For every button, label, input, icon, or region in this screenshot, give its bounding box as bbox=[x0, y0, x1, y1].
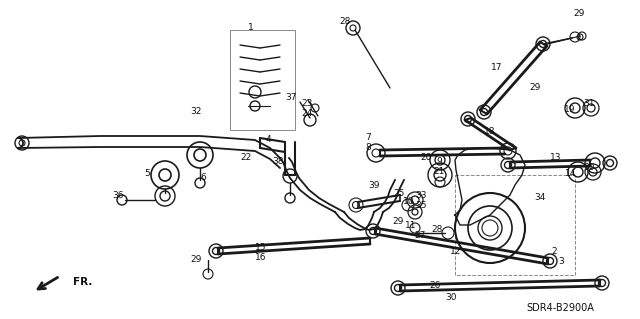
Text: 6: 6 bbox=[200, 174, 206, 182]
Text: 4: 4 bbox=[265, 136, 271, 145]
Text: 26: 26 bbox=[429, 281, 441, 291]
Text: SDR4-B2900A: SDR4-B2900A bbox=[526, 303, 594, 313]
Text: 28: 28 bbox=[431, 226, 443, 234]
Text: 5: 5 bbox=[144, 169, 150, 179]
Text: 29: 29 bbox=[529, 84, 541, 93]
Text: 30: 30 bbox=[445, 293, 457, 302]
Text: 9: 9 bbox=[436, 158, 442, 167]
Text: 3: 3 bbox=[558, 257, 564, 266]
Text: 24: 24 bbox=[301, 109, 312, 118]
Text: 13: 13 bbox=[550, 153, 562, 162]
Text: 25: 25 bbox=[394, 189, 404, 198]
Text: 36: 36 bbox=[112, 191, 124, 201]
Text: 2: 2 bbox=[551, 248, 557, 256]
Text: 18: 18 bbox=[484, 128, 496, 137]
Text: 10: 10 bbox=[403, 197, 415, 206]
Text: FR.: FR. bbox=[73, 277, 92, 287]
Text: 38: 38 bbox=[272, 158, 284, 167]
Text: 31: 31 bbox=[583, 100, 595, 108]
Text: 21: 21 bbox=[433, 167, 445, 176]
Text: 15: 15 bbox=[255, 243, 267, 253]
Text: 39: 39 bbox=[368, 182, 380, 190]
Text: 32: 32 bbox=[190, 108, 202, 116]
Bar bbox=[455, 175, 575, 275]
Text: 14: 14 bbox=[565, 169, 577, 179]
Text: 35: 35 bbox=[415, 202, 427, 211]
Text: 20: 20 bbox=[420, 153, 432, 162]
Text: 23: 23 bbox=[301, 100, 313, 108]
Text: 11: 11 bbox=[405, 221, 417, 231]
Text: 37: 37 bbox=[285, 93, 297, 102]
Text: 8: 8 bbox=[365, 144, 371, 152]
Text: 22: 22 bbox=[241, 153, 252, 162]
Text: 29: 29 bbox=[190, 256, 202, 264]
Text: 34: 34 bbox=[534, 194, 546, 203]
Bar bbox=[230, 30, 295, 130]
Text: 27: 27 bbox=[414, 232, 426, 241]
Text: 19: 19 bbox=[564, 106, 576, 115]
Text: 7: 7 bbox=[365, 133, 371, 143]
Text: 33: 33 bbox=[415, 191, 427, 201]
Text: 1: 1 bbox=[248, 24, 254, 33]
Text: 29: 29 bbox=[392, 218, 404, 226]
Text: 16: 16 bbox=[255, 254, 267, 263]
Text: 17: 17 bbox=[492, 63, 503, 72]
Text: 12: 12 bbox=[451, 248, 461, 256]
Text: 28: 28 bbox=[339, 18, 351, 26]
Text: 29: 29 bbox=[573, 10, 585, 19]
Text: 30: 30 bbox=[583, 164, 595, 173]
